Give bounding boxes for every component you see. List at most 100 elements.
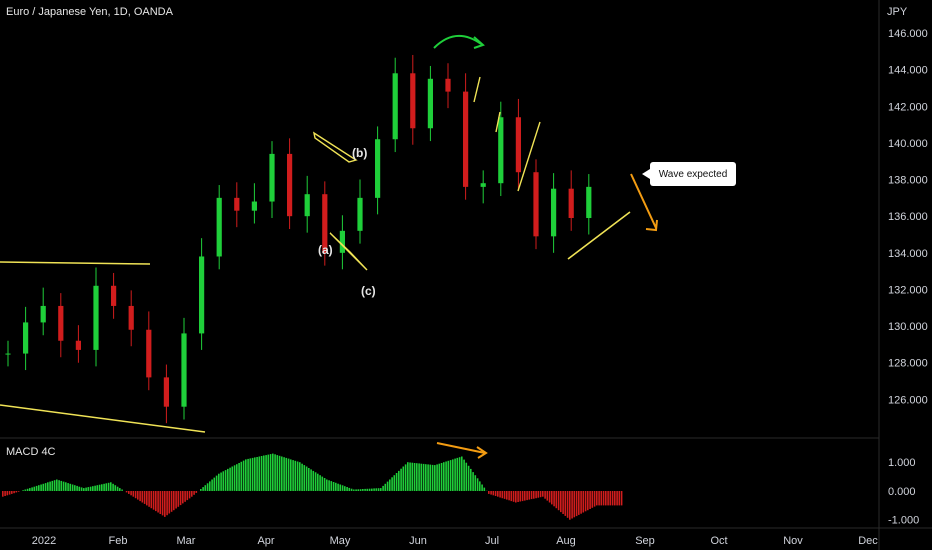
macd-bar [375, 488, 378, 491]
candle-body [287, 153, 293, 217]
macd-bar [566, 491, 569, 518]
macd-bar [132, 491, 135, 497]
macd-bar [591, 491, 594, 508]
macd-bar [272, 453, 274, 491]
macd-bar [488, 491, 490, 494]
macd-bar [359, 489, 362, 491]
price-tick-label: 144.000 [888, 65, 928, 77]
macd-bar [229, 467, 231, 491]
macd-bar [578, 491, 580, 515]
time-tick-label: Oct [710, 535, 727, 547]
macd-bar [206, 483, 209, 491]
price-tick-label: 146.000 [888, 28, 928, 40]
macd-bar [346, 487, 348, 491]
macd-bar [420, 463, 423, 491]
macd-bar [425, 464, 427, 491]
candle-body [410, 73, 416, 129]
macd-bar [371, 488, 373, 491]
macd-bar [96, 485, 99, 491]
time-tick-label: Feb [109, 535, 128, 547]
macd-bar [215, 475, 218, 491]
macd-bar [80, 487, 83, 491]
macd-bar [155, 491, 157, 512]
macd-bar [440, 463, 443, 491]
macd-bar [15, 491, 18, 493]
macd-bar [112, 483, 114, 491]
macd-bar [213, 477, 216, 491]
macd-bar [499, 491, 501, 498]
candle-body [586, 186, 592, 219]
candle-body [216, 197, 222, 257]
candle-body [269, 153, 275, 202]
macd-bar [31, 487, 33, 491]
macd-bar [78, 486, 81, 491]
orange-macd-arrow-head [476, 446, 488, 459]
macd-bar [492, 491, 495, 496]
macd-bar [211, 479, 213, 491]
macd-bar [218, 473, 220, 491]
macd-bar [44, 483, 47, 491]
macd-bar [602, 491, 605, 506]
macd-bar [458, 457, 461, 491]
price-axis: 146.000 144.000 142.000 140.000 138.000 136.0… [888, 28, 928, 406]
macd-bar [569, 491, 571, 520]
macd-bar [506, 491, 508, 500]
candle-body [551, 188, 557, 237]
macd-bar [407, 462, 409, 491]
macd-bar [152, 491, 155, 510]
macd-bar [276, 455, 279, 491]
triangle-a-b [312, 131, 358, 163]
candle-body [480, 183, 486, 187]
candle-body [322, 194, 328, 253]
macd-bar [146, 491, 148, 506]
macd-bar [409, 462, 411, 491]
macd-bar [191, 491, 193, 497]
macd-bar [222, 471, 225, 491]
macd-bar [314, 472, 317, 491]
macd-bar [476, 478, 479, 491]
macd-bar [470, 468, 472, 491]
time-tick-label: May [330, 535, 351, 547]
macd-bar [614, 491, 616, 506]
macd-bar [587, 491, 589, 511]
macd-bar [240, 461, 243, 491]
macd-bar [125, 491, 128, 493]
macd-bar [130, 491, 132, 496]
macd-bar [546, 491, 549, 501]
wave-label: (c) [361, 284, 376, 298]
macd-tick-label: 1.000 [888, 457, 916, 469]
macd-bar [220, 472, 222, 491]
macd-bar [110, 482, 112, 491]
macd-bar [445, 461, 447, 491]
macd-bar [438, 463, 441, 491]
macd-bar [258, 456, 261, 491]
macd-bar [26, 488, 29, 491]
macd-bar [65, 482, 67, 491]
macd-bar [128, 491, 130, 494]
macd-bar [400, 468, 402, 491]
macd-bar [179, 491, 182, 506]
macd-bar [161, 491, 164, 516]
macd-bar [33, 486, 36, 491]
macd-bar [537, 491, 540, 498]
macd-bar [573, 491, 576, 518]
macd-bar [418, 463, 420, 491]
macd-bar [53, 480, 56, 491]
trendline-aug [567, 211, 631, 260]
macd-bar [83, 488, 85, 491]
macd-bar [429, 464, 432, 491]
macd-bar [598, 491, 600, 506]
macd-bar [472, 472, 474, 491]
wave-label: (b) [352, 146, 367, 160]
macd-bar [11, 491, 13, 494]
macd-bar [618, 491, 621, 506]
macd-bar [319, 475, 321, 491]
macd-bar [283, 457, 285, 491]
macd-bar [35, 485, 38, 491]
macd-bar [308, 468, 310, 491]
candle-body [515, 117, 521, 173]
price-tick-label: 126.000 [888, 394, 928, 406]
macd-bar [341, 485, 344, 491]
macd-bar [443, 462, 445, 491]
